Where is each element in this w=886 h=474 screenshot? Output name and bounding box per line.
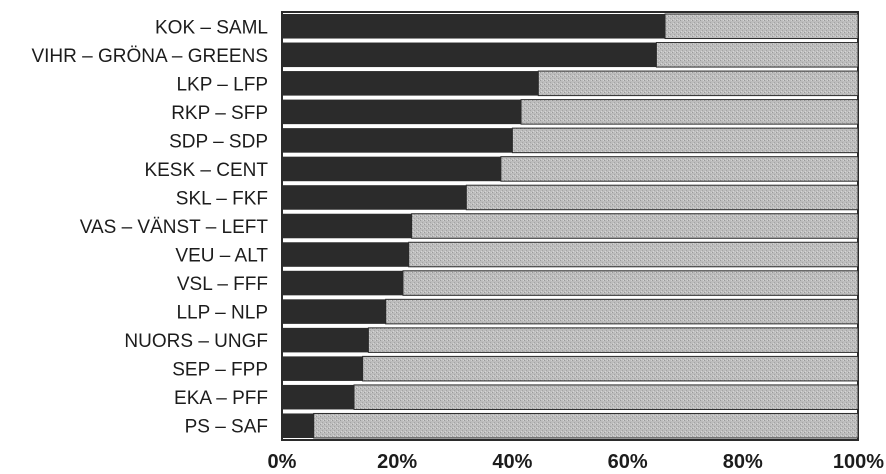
- category-label: EKA – PFF: [174, 388, 268, 409]
- bar-segment-light-11: [367, 327, 859, 353]
- bar-segment-light-5: [500, 156, 859, 182]
- bar-segment-dark-1: [282, 42, 657, 68]
- bar-segment-dark-8: [282, 242, 409, 267]
- x-tick-label: 40%: [492, 451, 532, 473]
- x-tick-label: 80%: [723, 451, 763, 473]
- bar-segment-dark-11: [282, 327, 369, 353]
- category-label: SKL – FKF: [176, 188, 268, 209]
- bar-segment-dark-6: [282, 185, 467, 210]
- x-axis-ticks: 0% 20% 40% 60% 80% 100%: [268, 451, 885, 473]
- bar-segment-dark-12: [282, 356, 363, 381]
- category-label: VEU – ALT: [175, 246, 268, 267]
- bar-segment-dark-0: [282, 14, 666, 39]
- bar-segment-dark-4: [282, 128, 513, 153]
- category-label: KOK – SAML: [155, 17, 268, 38]
- bar-segment-dark-2: [282, 71, 539, 96]
- category-label: RKP – SFP: [171, 103, 268, 124]
- category-label: NUORS – UNGF: [124, 331, 268, 352]
- bar-segment-light-6: [465, 184, 859, 211]
- bar-segment-dark-5: [282, 156, 501, 182]
- category-label: LKP – LFP: [176, 74, 268, 95]
- bar-segment-light-3: [520, 99, 859, 125]
- bar-segment-dark-7: [282, 213, 412, 239]
- category-labels: KOK – SAML VIHR – GRÖNA – GREENS LKP – LFP…: [31, 17, 268, 437]
- category-label: VAS – VÄNST – LEFT: [80, 217, 269, 238]
- x-tick-label: 0%: [268, 451, 297, 473]
- bar-segment-dark-13: [282, 384, 354, 410]
- category-label: SEP – FPP: [172, 360, 268, 381]
- category-label: VIHR – GRÖNA – GREENS: [31, 46, 268, 67]
- category-label: LLP – NLP: [176, 303, 268, 324]
- x-tick-label: 20%: [377, 451, 417, 473]
- bar-segment-dark-3: [282, 99, 522, 125]
- x-tick-label: 60%: [608, 451, 648, 473]
- category-label: SDP – SDP: [169, 131, 268, 152]
- bar-segment-light-0: [664, 13, 859, 40]
- bar-segment-light-7: [411, 213, 859, 239]
- bar-segment-light-14: [313, 412, 859, 439]
- bar-segment-dark-10: [282, 299, 386, 324]
- bar-segment-light-10: [385, 298, 859, 325]
- bar-segment-light-2: [537, 70, 859, 97]
- category-label: VSL – FFF: [177, 274, 268, 295]
- bar-segment-light-8: [408, 241, 859, 268]
- bar-segment-dark-14: [282, 413, 314, 438]
- bars: [282, 13, 859, 439]
- category-label: KESK – CENT: [144, 160, 268, 181]
- bar-segment-light-13: [353, 384, 859, 410]
- bar-segment-light-1: [655, 42, 859, 68]
- bar-segment-light-12: [362, 355, 859, 382]
- bar-segment-light-4: [511, 127, 859, 154]
- bar-segment-light-9: [402, 270, 859, 296]
- x-tick-label: 100%: [833, 451, 884, 473]
- category-label: PS – SAF: [185, 417, 268, 438]
- bar-segment-dark-9: [282, 270, 403, 296]
